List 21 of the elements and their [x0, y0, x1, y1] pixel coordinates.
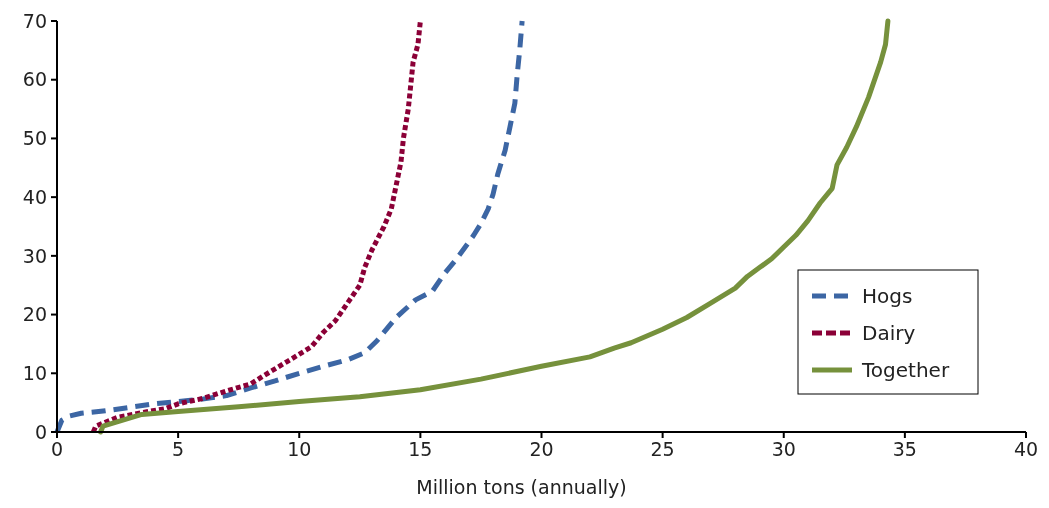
y-tick-label: 70: [22, 9, 47, 32]
y-tick-label: 20: [22, 303, 47, 326]
y-tick-label: 10: [22, 361, 47, 384]
x-tick-label: 20: [529, 438, 554, 460]
x-tick-label: 0: [50, 438, 64, 460]
x-tick-label: 5: [172, 438, 185, 460]
x-tick-label: 15: [408, 438, 433, 460]
legend-label: Together: [861, 358, 950, 382]
x-tick-label: 25: [650, 438, 675, 460]
legend-label: Dairy: [862, 321, 916, 345]
x-tick-label: 10: [287, 438, 312, 460]
y-tick-label: 50: [22, 127, 47, 150]
y-tick-label: 60: [22, 68, 47, 91]
x-tick-label: 30: [771, 438, 796, 460]
x-tick-label: 35: [892, 438, 917, 460]
x-tick-label: 40: [1013, 438, 1039, 460]
legend-label: Hogs: [862, 284, 913, 308]
y-tick-label: 40: [22, 185, 47, 208]
x-axis-title: Million tons (annually): [416, 476, 627, 498]
y-tick-label: 0: [34, 420, 47, 443]
y-tick-label: 30: [22, 244, 47, 267]
